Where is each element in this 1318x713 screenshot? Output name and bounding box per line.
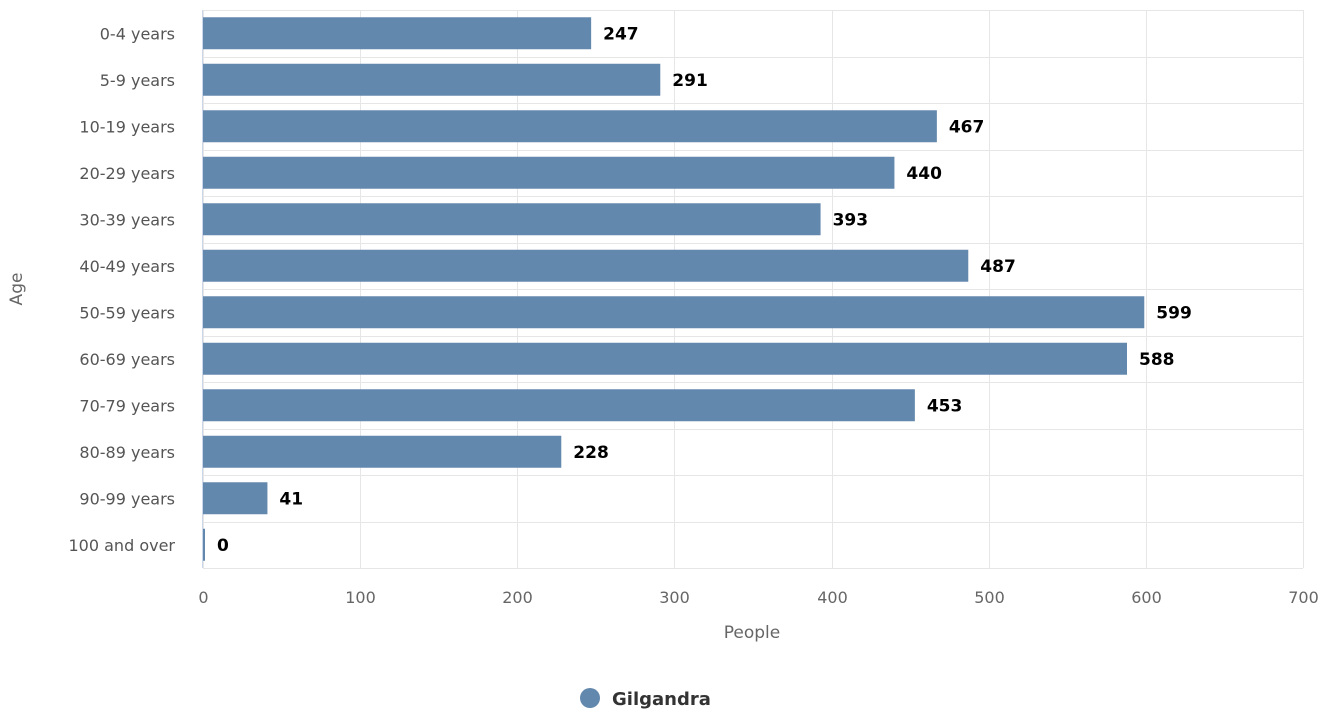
bar[interactable] [203, 249, 969, 282]
category-label: 50-59 years [79, 303, 175, 322]
y-axis-title: Age [7, 273, 27, 306]
bar[interactable] [203, 296, 1145, 329]
x-tick-label: 0 [198, 588, 208, 607]
bar[interactable] [203, 528, 205, 561]
bar[interactable] [203, 156, 895, 189]
category-label: 30-39 years [79, 210, 175, 229]
bar[interactable] [203, 17, 592, 50]
x-tick-label: 500 [974, 588, 1005, 607]
data-label: 41 [279, 489, 303, 509]
data-label: 393 [833, 210, 869, 230]
bar[interactable] [203, 63, 661, 96]
x-tick-label: 200 [502, 588, 533, 607]
data-label: 0 [217, 536, 229, 556]
x-tick-label: 400 [817, 588, 848, 607]
bar[interactable] [203, 389, 915, 422]
x-tick-label: 100 [345, 588, 376, 607]
legend-item-label: Gilgandra [612, 689, 711, 710]
legend[interactable]: Gilgandra [580, 688, 711, 710]
data-labels: 247 291 467 440 393 487 599 588 453 228 41 0 [217, 24, 1192, 556]
x-tick-label: 700 [1288, 588, 1318, 607]
category-label: 40-49 years [79, 257, 175, 276]
data-label: 453 [927, 396, 963, 416]
category-label: 60-69 years [79, 350, 175, 369]
legend-marker-icon [580, 688, 600, 708]
x-axis-title: People [724, 623, 780, 643]
category-label: 5-9 years [100, 71, 175, 90]
data-label: 440 [906, 164, 942, 184]
bar[interactable] [203, 203, 821, 236]
data-label: 467 [949, 117, 985, 137]
data-label: 588 [1139, 350, 1175, 370]
category-axis: 0-4 years 5-9 years 10-19 years 20-29 years… [69, 24, 176, 555]
data-label: 291 [672, 71, 708, 91]
x-tick-label: 300 [659, 588, 690, 607]
bar[interactable] [203, 435, 562, 468]
data-label: 228 [573, 443, 609, 463]
category-label: 20-29 years [79, 164, 175, 183]
bar[interactable] [203, 342, 1127, 375]
category-label: 100 and over [69, 536, 176, 555]
value-axis: 0 100 200 300 400 500 600 700 [198, 588, 1318, 607]
bar[interactable] [203, 110, 937, 143]
category-label: 0-4 years [100, 24, 175, 43]
x-tick-label: 600 [1131, 588, 1162, 607]
category-label: 80-89 years [79, 443, 175, 462]
category-label: 10-19 years [79, 117, 175, 136]
data-label: 247 [603, 24, 639, 44]
category-label: 70-79 years [79, 396, 175, 415]
bar[interactable] [203, 482, 268, 515]
bar-series [203, 17, 1145, 561]
grid-lines [202, 10, 1304, 569]
data-label: 599 [1156, 303, 1192, 323]
category-label: 90-99 years [79, 489, 175, 508]
data-label: 487 [980, 257, 1016, 277]
